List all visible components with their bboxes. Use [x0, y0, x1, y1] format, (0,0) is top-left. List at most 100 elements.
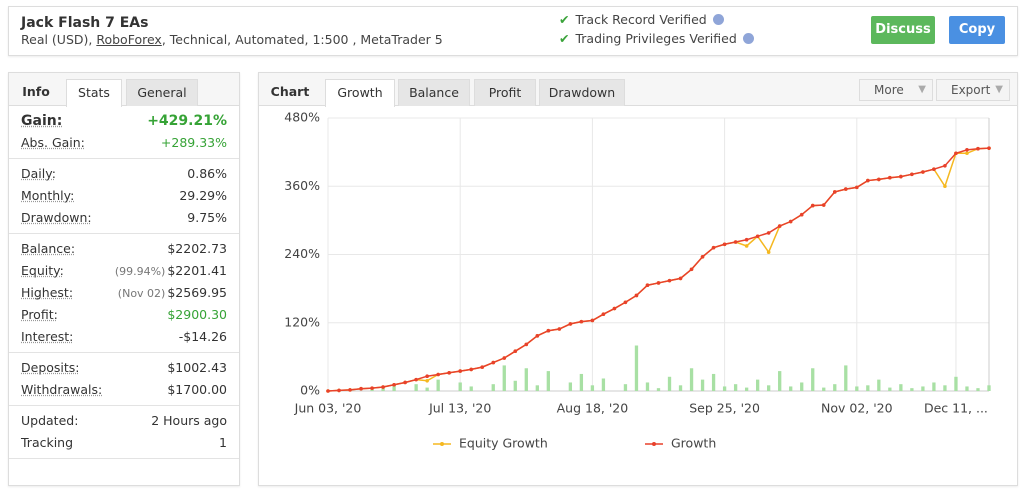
stat-value-wrap: (Nov 02) $2569.95	[118, 282, 227, 304]
stat-value-wrap: +289.33%	[161, 132, 227, 154]
legend-dot	[440, 442, 444, 446]
point	[326, 389, 330, 393]
point	[943, 163, 947, 168]
stat-value: 0.86%	[187, 166, 227, 181]
stat-value-wrap: $2202.73	[167, 238, 227, 260]
point	[590, 318, 595, 323]
stat-value: $1002.43	[167, 360, 227, 375]
bar	[425, 387, 429, 391]
tab[interactable]: Growth	[325, 79, 395, 107]
point	[766, 231, 771, 235]
more-menu[interactable]: More ▼	[859, 79, 933, 101]
point	[403, 380, 407, 385]
bar	[899, 384, 903, 391]
verified: ✔ Trading Privileges Verified	[559, 31, 754, 46]
point	[855, 185, 859, 190]
point	[623, 300, 628, 305]
x-tick-label: Nov 02, '20	[821, 401, 893, 416]
bar	[458, 382, 462, 391]
tab: Chart	[270, 84, 310, 99]
point	[546, 328, 551, 333]
stat-value-wrap: 0.86%	[187, 163, 227, 185]
bar	[579, 373, 584, 391]
help-icon[interactable]	[712, 14, 724, 25]
point	[557, 327, 562, 331]
y-tick-label: 0%	[300, 383, 320, 398]
stat-label: Equity:	[21, 263, 64, 278]
broker-link[interactable]: RoboForex	[96, 32, 162, 47]
bar	[491, 384, 495, 391]
point	[513, 349, 518, 353]
stat-label: Highest:	[21, 285, 74, 300]
text: Trading Privileges Verified	[575, 31, 737, 46]
point	[700, 254, 705, 259]
help-icon[interactable]	[742, 33, 754, 44]
tab[interactable]: Balance	[398, 79, 470, 106]
tab[interactable]: General	[126, 79, 198, 106]
bar	[932, 382, 936, 391]
point	[392, 382, 396, 387]
bar	[954, 376, 958, 391]
bar	[976, 388, 980, 391]
bar	[744, 387, 749, 391]
point	[689, 267, 694, 272]
bar	[722, 386, 727, 391]
point	[436, 372, 440, 377]
point	[921, 170, 925, 174]
stat-row: Tracking 1	[21, 432, 227, 454]
bar	[866, 385, 870, 391]
stat-label: Balance:	[21, 241, 76, 256]
stat-group: Updated: 2 Hours ago Tracking 1	[9, 406, 239, 459]
text: Track Record Verified	[575, 12, 707, 27]
bar	[822, 387, 826, 391]
point	[414, 377, 418, 382]
line	[327, 147, 990, 392]
bar	[414, 384, 418, 391]
point	[744, 244, 749, 248]
copy-button[interactable]: Copy	[949, 16, 1005, 44]
export-menu[interactable]: Export ▼	[936, 79, 1010, 101]
point	[469, 367, 474, 372]
text: More	[874, 83, 904, 97]
stat-row: Profit: $2900.30	[21, 304, 227, 326]
y-tick-label: 360%	[284, 178, 320, 193]
stat-row: Balance: $2202.73	[21, 238, 227, 260]
bar	[667, 376, 672, 391]
discuss-button[interactable]: Discuss	[871, 16, 935, 44]
point	[810, 203, 815, 208]
stat-value-wrap: 9.75%	[187, 207, 227, 229]
y-tick-label: 120%	[284, 314, 320, 329]
tab[interactable]: Stats	[66, 79, 122, 107]
bar	[910, 388, 914, 391]
tabs: Info Stats General	[9, 73, 239, 107]
bar	[689, 368, 694, 391]
bar	[844, 365, 848, 391]
point	[370, 386, 374, 390]
point	[381, 385, 385, 389]
tab[interactable]: Profit	[474, 79, 536, 106]
stat-label: Abs. Gain:	[21, 135, 85, 150]
info-panel: Info Stats General Gain: +429.21% Abs. Gai…	[8, 72, 240, 486]
chart-panel: Chart Growth Balance Profit Drawdown Mor…	[258, 72, 1018, 486]
point	[458, 369, 462, 373]
x-tick-label: Jul 13, '20	[428, 401, 491, 416]
point	[832, 190, 837, 194]
bar	[590, 385, 595, 391]
stat-value: +289.33%	[160, 135, 227, 150]
stat-label: Interest:	[21, 329, 74, 344]
stat-row: Withdrawals: $1700.00	[21, 379, 227, 401]
point	[744, 237, 749, 242]
point	[976, 146, 980, 151]
stat-group: Daily: 0.86% Monthly: 29.29% Drawdown: 9.75%	[9, 159, 239, 234]
tab[interactable]: Drawdown	[539, 79, 625, 106]
point	[612, 306, 617, 311]
stat-label: Deposits:	[21, 360, 80, 375]
point	[722, 242, 727, 247]
bar	[778, 371, 782, 391]
verified: ✔ Track Record Verified	[559, 12, 724, 27]
stat-value-wrap: 29.29%	[179, 185, 227, 207]
point	[447, 371, 451, 375]
bar	[634, 345, 639, 391]
bar	[755, 379, 760, 391]
point	[888, 175, 892, 180]
